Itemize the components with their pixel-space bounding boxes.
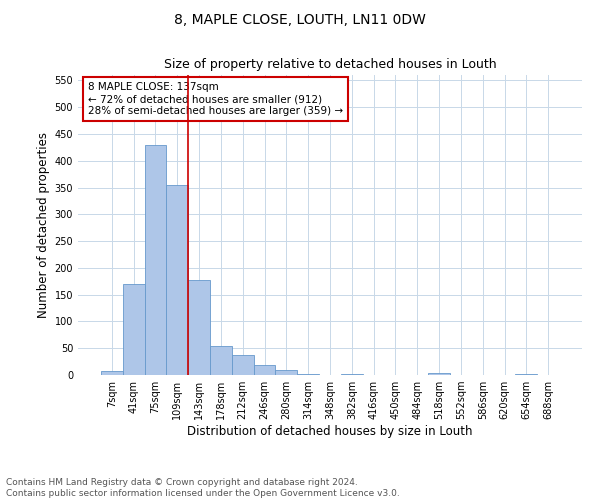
Text: Contains HM Land Registry data © Crown copyright and database right 2024.
Contai: Contains HM Land Registry data © Crown c… <box>6 478 400 498</box>
Bar <box>145 144 166 375</box>
Bar <box>254 366 275 375</box>
Bar <box>428 374 450 375</box>
Bar <box>275 370 297 375</box>
Bar <box>123 284 145 375</box>
Bar <box>101 370 123 375</box>
Bar <box>188 280 210 375</box>
Text: 8 MAPLE CLOSE: 137sqm
← 72% of detached houses are smaller (912)
28% of semi-det: 8 MAPLE CLOSE: 137sqm ← 72% of detached … <box>88 82 343 116</box>
Bar <box>341 374 363 375</box>
Y-axis label: Number of detached properties: Number of detached properties <box>37 132 50 318</box>
X-axis label: Distribution of detached houses by size in Louth: Distribution of detached houses by size … <box>187 425 473 438</box>
Title: Size of property relative to detached houses in Louth: Size of property relative to detached ho… <box>164 58 496 71</box>
Bar <box>297 374 319 375</box>
Bar <box>515 374 537 375</box>
Text: 8, MAPLE CLOSE, LOUTH, LN11 0DW: 8, MAPLE CLOSE, LOUTH, LN11 0DW <box>174 12 426 26</box>
Bar <box>166 185 188 375</box>
Bar <box>232 354 254 375</box>
Bar <box>210 346 232 375</box>
